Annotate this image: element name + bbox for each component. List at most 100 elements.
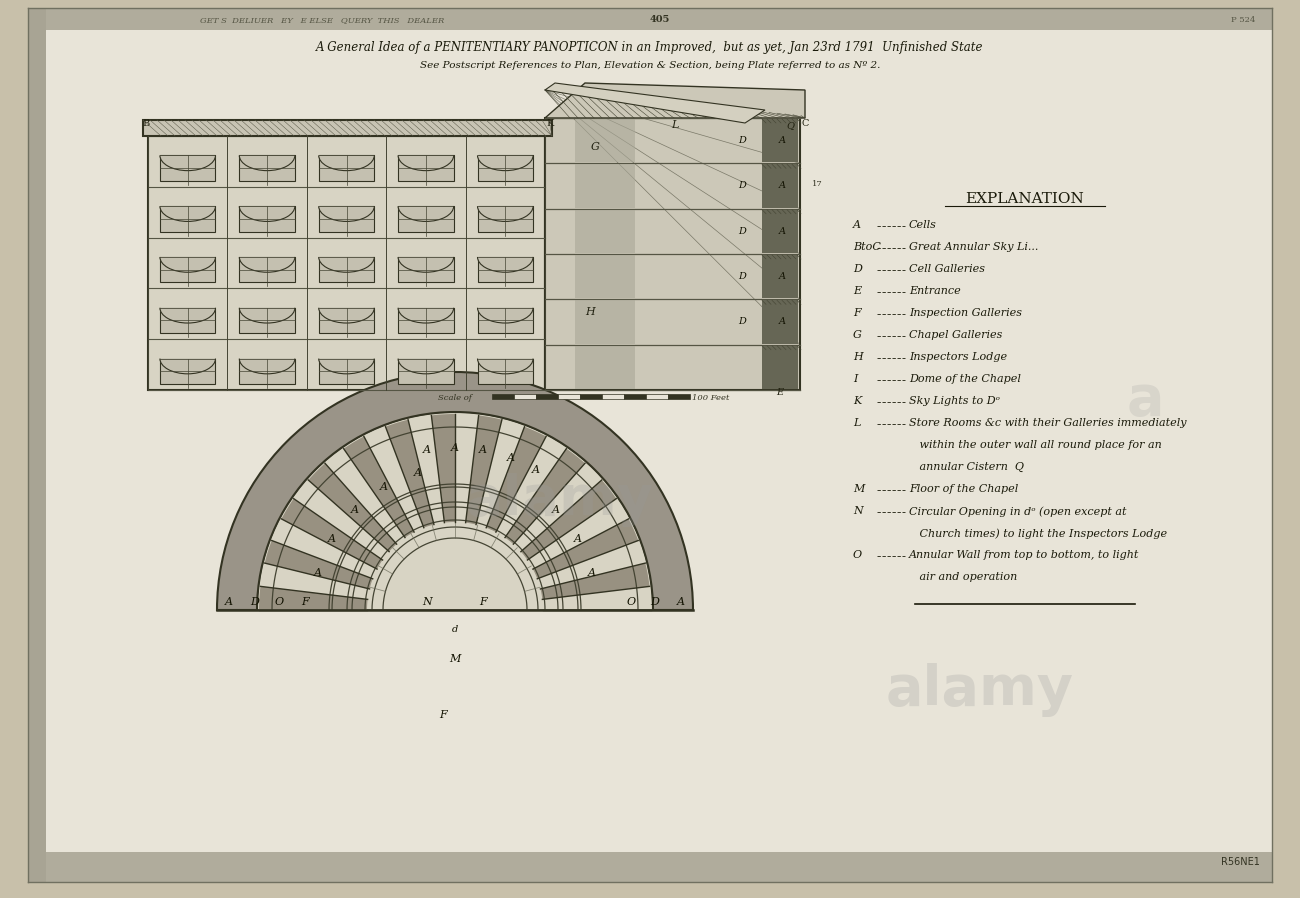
Polygon shape: [318, 155, 374, 171]
Text: EXPLANATION: EXPLANATION: [966, 192, 1084, 206]
Text: O: O: [627, 597, 636, 607]
Text: A: A: [779, 227, 785, 236]
Text: D: D: [738, 181, 746, 190]
Bar: [239, 308, 295, 333]
Polygon shape: [239, 257, 295, 272]
Text: 17: 17: [812, 180, 823, 188]
Bar: [398, 155, 454, 180]
Polygon shape: [160, 155, 216, 171]
Bar: [668, 394, 690, 399]
Text: A: A: [551, 505, 559, 515]
Bar: [575, 119, 634, 163]
Text: D: D: [738, 272, 746, 281]
Text: A: A: [313, 568, 322, 578]
Bar: [318, 207, 374, 232]
Bar: [143, 120, 552, 136]
Text: D: D: [853, 264, 862, 274]
Text: d: d: [452, 625, 458, 634]
Bar: [646, 394, 668, 399]
Text: N: N: [853, 506, 863, 516]
Bar: [514, 394, 536, 399]
Text: A: A: [779, 181, 785, 190]
Text: Cell Galleries: Cell Galleries: [909, 264, 985, 274]
Polygon shape: [239, 155, 295, 171]
Polygon shape: [239, 308, 295, 323]
Text: L: L: [853, 418, 861, 428]
Bar: [477, 155, 533, 180]
Text: Entrance: Entrance: [909, 286, 961, 296]
Text: F: F: [853, 308, 861, 318]
Bar: [762, 164, 798, 207]
Text: A: A: [507, 453, 515, 462]
Text: A: A: [415, 468, 422, 478]
Text: A: A: [451, 443, 459, 453]
Polygon shape: [398, 308, 454, 323]
Polygon shape: [477, 308, 533, 323]
Bar: [160, 308, 216, 333]
Polygon shape: [398, 155, 454, 171]
Text: A: A: [532, 464, 539, 475]
Text: air and operation: air and operation: [909, 572, 1017, 582]
Polygon shape: [477, 155, 533, 171]
Text: D: D: [251, 597, 260, 607]
Bar: [580, 394, 602, 399]
Polygon shape: [432, 414, 455, 523]
Text: H: H: [585, 307, 595, 317]
Polygon shape: [486, 427, 546, 533]
Text: A: A: [575, 534, 582, 544]
Text: A: A: [480, 445, 488, 455]
Text: F: F: [480, 597, 488, 607]
Text: F: F: [302, 597, 309, 607]
Polygon shape: [160, 308, 216, 323]
Text: a: a: [1126, 373, 1164, 427]
Text: Chapel Galleries: Chapel Galleries: [909, 330, 1002, 340]
Text: GET S  DELIUER   EY   E ELSE   QUERY  THIS   DEALER: GET S DELIUER EY E ELSE QUERY THIS DEALE…: [200, 16, 445, 24]
Text: O: O: [274, 597, 283, 607]
Bar: [477, 358, 533, 384]
Text: Scale of: Scale of: [438, 394, 472, 402]
Polygon shape: [545, 83, 805, 118]
Text: Annular Wall from top to bottom, to light: Annular Wall from top to bottom, to ligh…: [909, 550, 1139, 560]
Bar: [477, 257, 533, 282]
Polygon shape: [160, 207, 216, 222]
Text: E: E: [853, 286, 861, 296]
Text: A: A: [677, 597, 685, 607]
Text: K: K: [853, 396, 861, 406]
Polygon shape: [318, 308, 374, 323]
Text: annular Cistern  Q: annular Cistern Q: [909, 462, 1024, 472]
Text: Circular Opening in dᵒ (open except at: Circular Opening in dᵒ (open except at: [909, 506, 1127, 516]
Text: Q: Q: [786, 121, 794, 130]
Text: Store Rooms &c with their Galleries immediately: Store Rooms &c with their Galleries imme…: [909, 418, 1187, 428]
Bar: [398, 207, 454, 232]
Bar: [477, 207, 533, 232]
Text: H: H: [853, 352, 863, 362]
Bar: [762, 119, 798, 163]
Text: D: D: [738, 136, 746, 145]
Bar: [318, 308, 374, 333]
Bar: [398, 257, 454, 282]
Bar: [148, 136, 545, 390]
Polygon shape: [318, 207, 374, 222]
Text: BtoC: BtoC: [853, 242, 881, 252]
Bar: [239, 207, 295, 232]
Polygon shape: [239, 207, 295, 222]
Bar: [762, 255, 798, 298]
Bar: [29, 8, 1271, 30]
Text: I: I: [853, 374, 858, 384]
Text: D: D: [738, 227, 746, 236]
Text: Inspectors Lodge: Inspectors Lodge: [909, 352, 1008, 362]
Bar: [477, 308, 533, 333]
Polygon shape: [282, 498, 382, 569]
Polygon shape: [533, 519, 638, 579]
Polygon shape: [477, 257, 533, 272]
Polygon shape: [398, 207, 454, 222]
Bar: [762, 346, 798, 389]
Text: Cells: Cells: [909, 220, 937, 230]
Text: D: D: [738, 318, 746, 327]
Text: A: A: [225, 597, 233, 607]
Bar: [545, 118, 800, 390]
Bar: [29, 8, 46, 882]
Text: B: B: [143, 119, 150, 128]
Bar: [318, 155, 374, 180]
Bar: [575, 164, 634, 207]
